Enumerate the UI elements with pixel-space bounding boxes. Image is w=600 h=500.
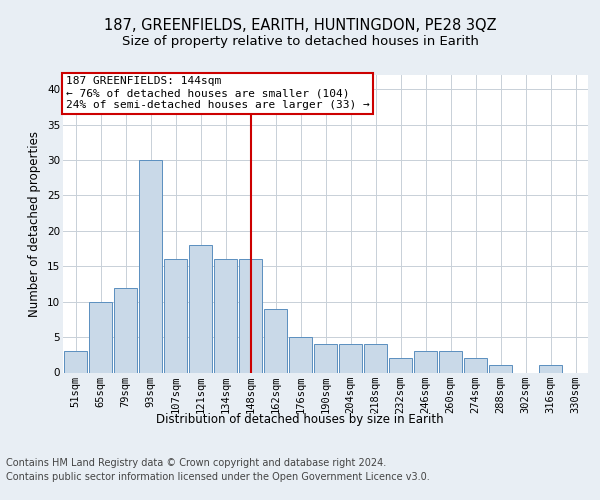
Text: 187 GREENFIELDS: 144sqm
← 76% of detached houses are smaller (104)
24% of semi-d: 187 GREENFIELDS: 144sqm ← 76% of detache… (65, 76, 370, 110)
Bar (364, 344, 387, 372)
Bar (164, 259, 187, 372)
Bar (539, 366, 562, 372)
Bar (314, 344, 337, 372)
Text: Contains public sector information licensed under the Open Government Licence v3: Contains public sector information licen… (6, 472, 430, 482)
Bar (264, 308, 287, 372)
Bar (64, 351, 87, 372)
Bar (489, 366, 512, 372)
Bar (139, 160, 162, 372)
Y-axis label: Number of detached properties: Number of detached properties (28, 130, 41, 317)
Bar (289, 337, 312, 372)
Text: Distribution of detached houses by size in Earith: Distribution of detached houses by size … (156, 412, 444, 426)
Text: 187, GREENFIELDS, EARITH, HUNTINGDON, PE28 3QZ: 187, GREENFIELDS, EARITH, HUNTINGDON, PE… (104, 18, 496, 32)
Text: Contains HM Land Registry data © Crown copyright and database right 2024.: Contains HM Land Registry data © Crown c… (6, 458, 386, 468)
Bar (189, 245, 212, 372)
Bar (389, 358, 412, 372)
Bar (89, 302, 112, 372)
Bar (464, 358, 487, 372)
Bar (239, 259, 262, 372)
Bar (414, 351, 437, 372)
Bar (439, 351, 462, 372)
Bar (114, 288, 137, 372)
Bar (339, 344, 362, 372)
Bar (214, 259, 237, 372)
Text: Size of property relative to detached houses in Earith: Size of property relative to detached ho… (122, 35, 478, 48)
